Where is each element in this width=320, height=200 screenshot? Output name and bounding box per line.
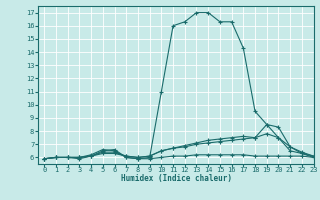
X-axis label: Humidex (Indice chaleur): Humidex (Indice chaleur) xyxy=(121,174,231,183)
